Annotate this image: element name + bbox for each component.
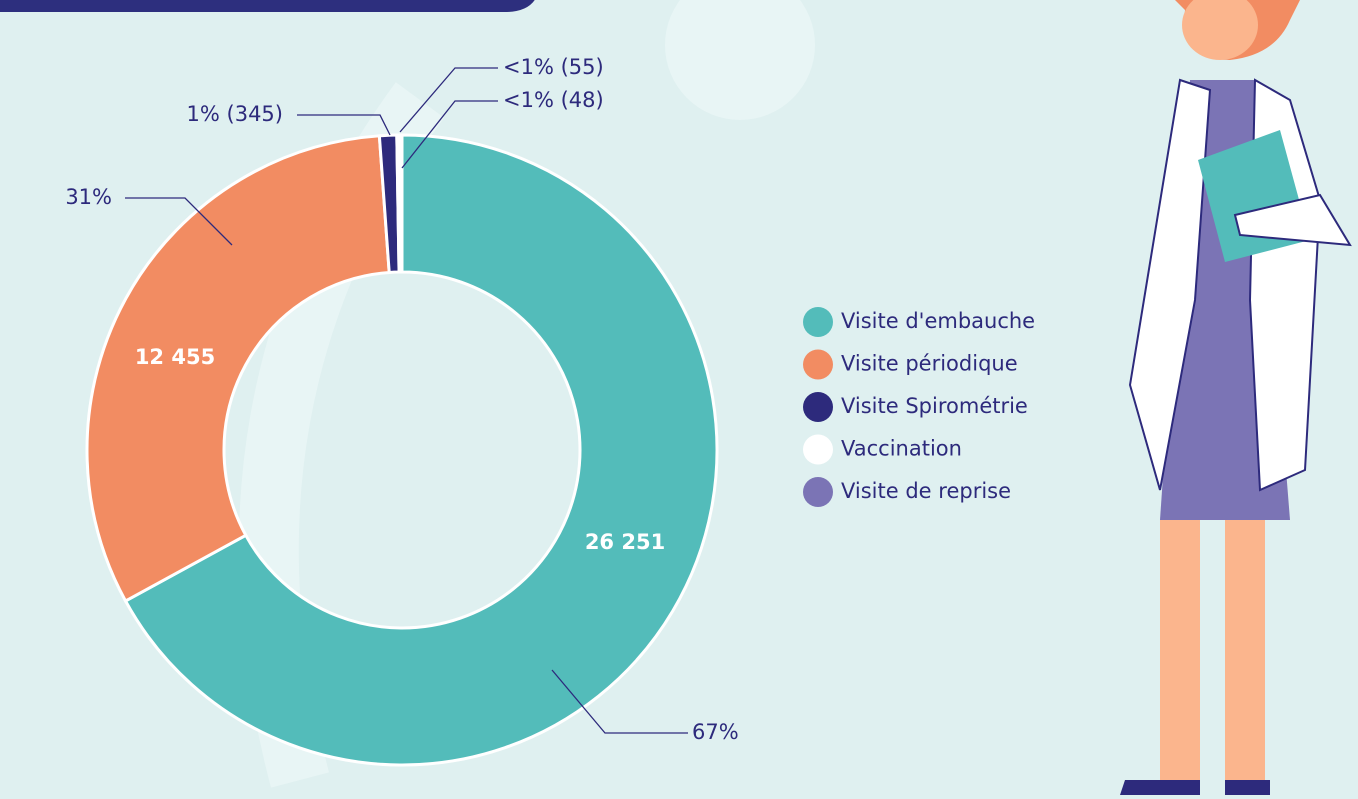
legend-swatch [803, 392, 833, 422]
legend-swatch [803, 349, 833, 380]
leader-line [551, 669, 688, 734]
leader-line [297, 114, 391, 136]
slice [398, 133, 404, 274]
value-label: 12 455 [135, 345, 215, 369]
decor [665, 0, 815, 120]
percent-label: <1% (48) [503, 88, 604, 112]
legend-label: Vaccination [841, 437, 962, 461]
legend-label: Visite d'embauche [841, 309, 1035, 333]
leader-line [125, 197, 233, 246]
slice [85, 134, 391, 603]
leader-line [401, 100, 498, 169]
leader-line [399, 67, 498, 133]
percent-label: 67% [692, 720, 739, 744]
legend-swatch [803, 434, 833, 465]
value-label: 26 251 [585, 530, 665, 554]
legend-label: Visite périodique [841, 352, 1018, 376]
slice [123, 133, 719, 767]
header-bar [0, 0, 540, 12]
percent-label: 31% [65, 185, 112, 209]
percent-label: <1% (55) [503, 55, 604, 79]
legend-label: Visite Spirométrie [841, 394, 1028, 418]
legend-swatch [803, 477, 833, 507]
legend-label: Visite de reprise [841, 479, 1011, 503]
doctor-illustration [1120, 0, 1352, 795]
percent-label: 1% (345) [187, 102, 283, 126]
legend-swatch [803, 307, 833, 337]
